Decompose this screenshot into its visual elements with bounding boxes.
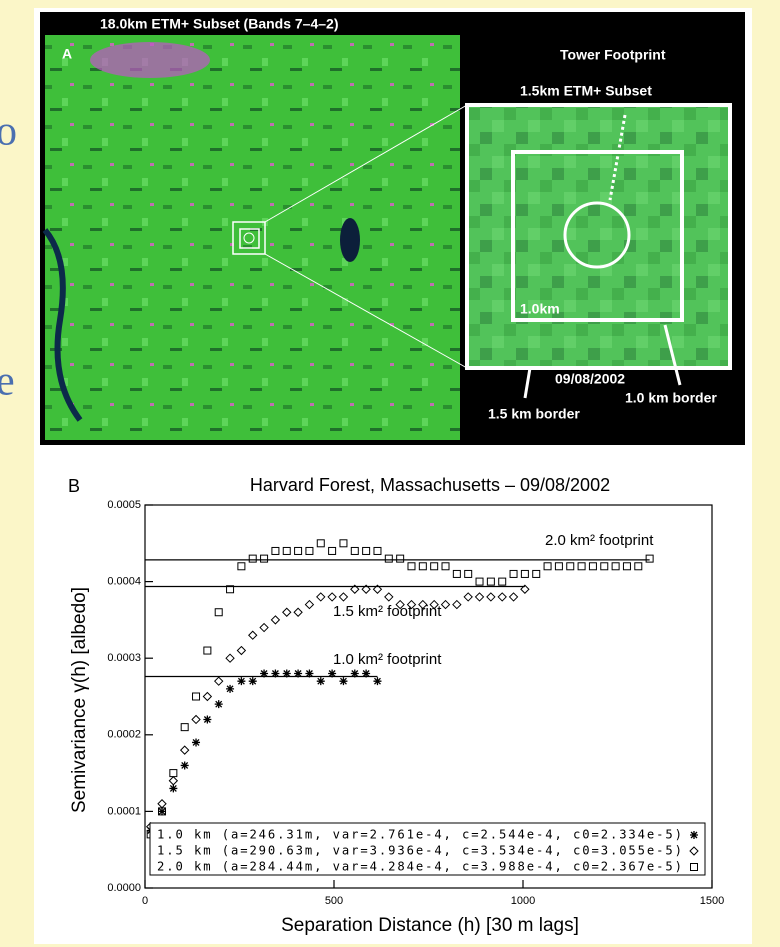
image-title: 18.0km ETM+ Subset (Bands 7–4–2) [100, 16, 339, 32]
water [340, 218, 360, 262]
label: 1.5 km border [488, 406, 580, 422]
panel-label: A [62, 46, 72, 62]
point [260, 670, 268, 678]
point [271, 670, 279, 678]
slide: o e A 18.0km ETM+ Subset (Bands 7–4–2) T… [0, 0, 780, 947]
y-tick-label: 0.0004 [107, 576, 141, 588]
legend-label: 2.0 km (a=284.44m, var=4.284e-4, c=3.988… [157, 860, 682, 874]
y-tick-label: 0.0005 [107, 499, 141, 511]
point [192, 738, 200, 746]
y-tick-label: 0.0003 [107, 652, 141, 664]
inset-image [467, 105, 730, 368]
label: 09/08/2002 [555, 371, 625, 387]
y-tick-label: 0.0002 [107, 729, 141, 741]
legend-label: 1.0 km (a=246.31m, var=2.761e-4, c=2.544… [157, 828, 682, 842]
point [305, 670, 313, 678]
point [328, 670, 336, 678]
legend-marker [690, 831, 698, 839]
point [373, 677, 381, 685]
label: 1.0 km border [625, 390, 717, 406]
x-tick-label: 1500 [700, 895, 724, 907]
x-tick-label: 0 [142, 895, 148, 907]
satellite-image [45, 35, 460, 440]
point [226, 685, 234, 693]
point [203, 715, 211, 723]
y-tick-label: 0.0001 [107, 805, 141, 817]
urban [90, 42, 210, 78]
panel-label: B [68, 476, 80, 496]
point [169, 784, 177, 792]
page: {"slide_fragments": ["o", "e"], "panel_a… [0, 0, 780, 947]
point [294, 670, 302, 678]
point [237, 677, 245, 685]
point [283, 670, 291, 678]
point [351, 670, 359, 678]
x-tick-label: 1000 [511, 895, 535, 907]
label: 1.5km ETM+ Subset [520, 83, 652, 99]
annotation: 1.5 km² footprint [333, 603, 442, 620]
point [362, 670, 370, 678]
annotation: 1.0 km² footprint [333, 651, 442, 668]
label: Tower Footprint [560, 47, 666, 63]
point [181, 761, 189, 769]
x-axis-label: Separation Distance (h) [30 m lags] [281, 915, 579, 936]
point [339, 677, 347, 685]
y-tick-label: 0.0000 [107, 882, 141, 894]
slide-fragment: o [0, 109, 17, 155]
point [249, 677, 257, 685]
point [215, 700, 223, 708]
chart-title: Harvard Forest, Massachusetts – 09/08/20… [250, 475, 610, 495]
x-tick-label: 500 [325, 895, 343, 907]
point [158, 807, 166, 815]
point [317, 677, 325, 685]
annotation: 2.0 km² footprint [545, 532, 654, 549]
label: 1.0km [520, 301, 560, 317]
slide-fragment: e [0, 359, 15, 405]
legend-label: 1.5 km (a=290.63m, var=3.936e-4, c=3.534… [157, 844, 682, 858]
y-axis-label: Semivariance γ(h) [albedo] [69, 587, 90, 813]
